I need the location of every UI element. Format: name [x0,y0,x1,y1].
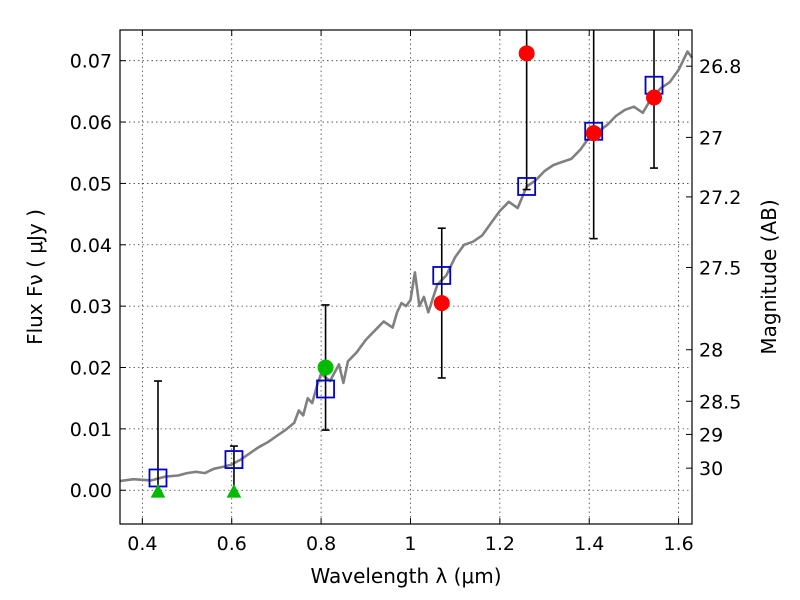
model-square [224,450,244,469]
measured-point [585,125,602,142]
x-tick-label: 0.4 [127,533,157,555]
template-spectrum-line [119,50,694,483]
y-axis-label: Flux Fν ( μJy ) [23,209,47,345]
y2-tick-label: 27 [699,127,723,149]
x-tick-label: 0.8 [306,533,336,555]
y-tick-label: 0.03 [70,296,112,318]
x-tick-label: 1 [404,533,416,555]
upper-limit-triangle [150,484,166,498]
model-square [432,266,452,285]
measurements [150,45,663,498]
y-tick-label: 0.01 [70,419,112,441]
plot-frame [119,29,693,525]
y-tick-label: 0.04 [70,235,112,257]
y2-tick-label: 27.2 [699,187,741,209]
y2-tick-label: 26.8 [699,56,741,78]
axis-ticks: 0.4 0.6 0.8 1 1.2 1.4 1.6 0.00 0.01 0.02 0.03 0.04 0… [70,30,741,555]
x-tick-label: 1.6 [663,533,693,555]
model-squares [148,75,664,488]
y-tick-label: 0.06 [70,112,112,134]
measured-point [518,45,535,62]
upper-limit-triangle [226,484,242,498]
y-tick-label: 0.02 [70,358,112,380]
model-square [316,379,335,399]
x-tick-label: 1.2 [485,533,515,555]
y2-tick-label: 27.5 [699,257,741,279]
measured-point [433,295,450,312]
y-tick-label: 0.07 [70,51,112,73]
green-point [317,359,334,376]
x-tick-label: 1.4 [574,533,604,555]
x-axis-label: Wavelength λ (μm) [310,564,501,588]
y-tick-label: 0.05 [70,173,112,195]
y2-tick-label: 28 [699,340,723,362]
y2-tick-label: 30 [699,458,723,480]
y-tick-label: 0.00 [70,480,112,502]
measured-point [646,89,663,106]
error-bars [153,30,659,493]
y2-tick-label: 28.5 [699,391,741,413]
template-spectrum [119,50,694,483]
grid [120,30,692,524]
y2-tick-label: 29 [699,424,723,446]
y2-axis-label: Magnitude (AB) [757,199,781,354]
model-square [517,177,537,196]
x-tick-label: 0.6 [217,533,247,555]
